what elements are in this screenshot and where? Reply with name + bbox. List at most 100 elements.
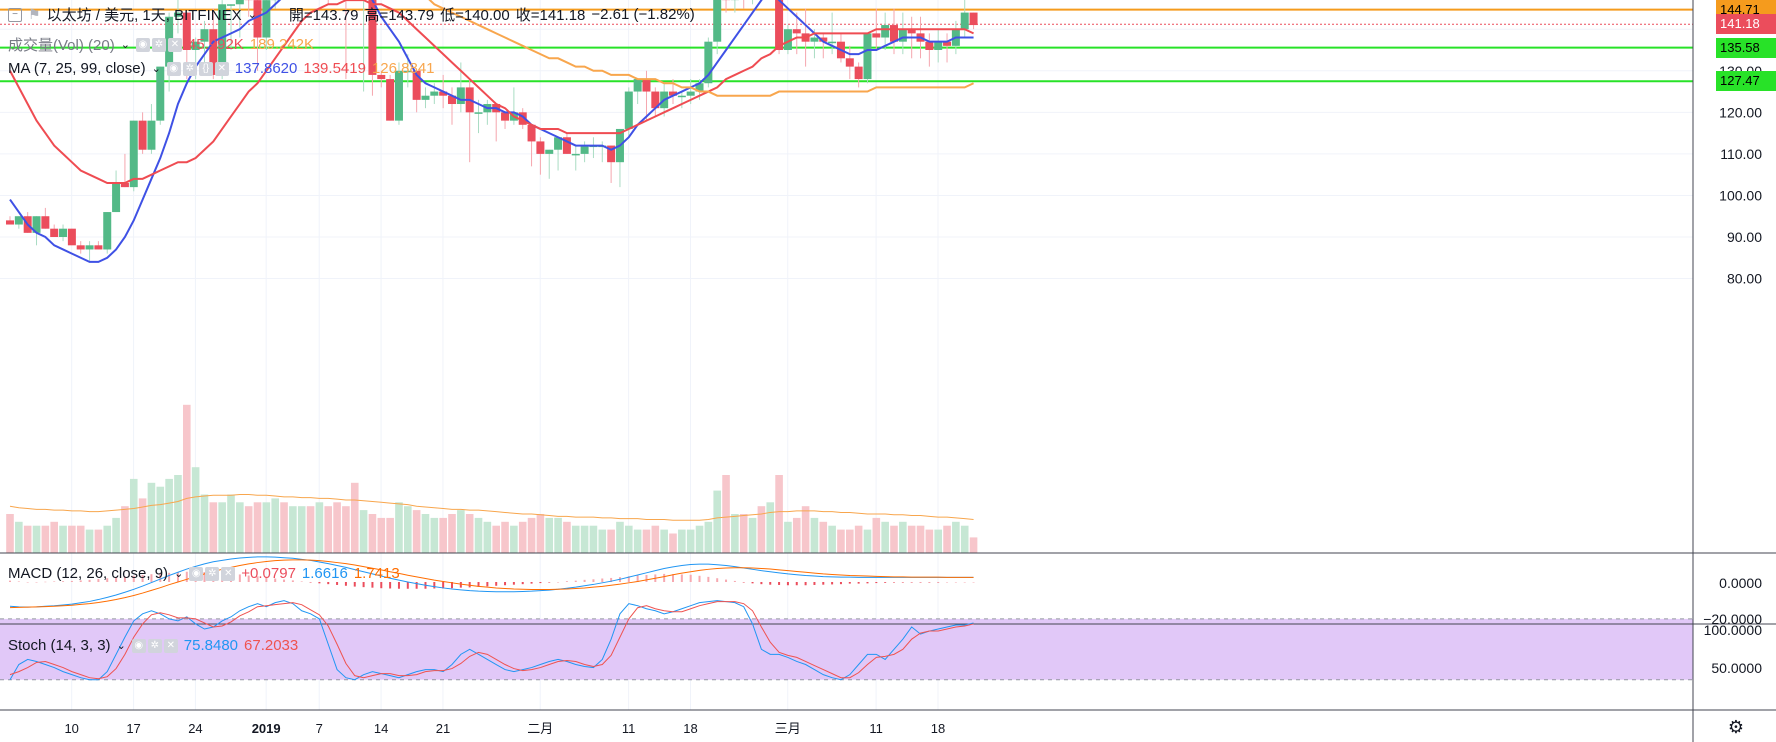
stoch-buttons[interactable]: ◉ ✲ ✕ [131,638,178,653]
candle-body[interactable] [448,95,456,105]
candle-body[interactable] [439,91,448,96]
gear-icon[interactable]: ✲ [147,638,162,653]
candle-body[interactable] [925,41,934,50]
candle-body[interactable] [501,112,510,121]
stoch-label[interactable]: Stoch (14, 3, 3) [8,637,111,654]
candle-body[interactable] [686,91,695,96]
candle-body[interactable] [235,0,244,5]
chevron-down-icon[interactable]: ⌄ [120,39,130,51]
candle-body[interactable] [554,137,563,150]
candle-body[interactable] [713,0,722,42]
candle-body[interactable] [775,0,784,50]
chevron-down-icon[interactable]: ⌄ [151,63,161,75]
candle-body[interactable] [200,29,209,42]
candle-body[interactable] [890,25,898,42]
symbol-title[interactable]: 以太坊 / 美元, 1天, BITFINEX [46,7,242,24]
candle-body[interactable] [368,0,377,75]
candle-body[interactable] [14,216,23,225]
candle-body[interactable] [854,66,863,80]
vol-buttons[interactable]: ◉ ✲ ✕ [135,37,182,52]
candle-body[interactable] [138,120,147,150]
candle-body[interactable] [642,79,651,92]
macd-buttons[interactable]: ◉ ✲ ✕ [189,566,236,581]
candle-body[interactable] [67,228,76,246]
candle-body[interactable] [50,228,59,237]
candle-body[interactable] [562,137,571,154]
candle-body[interactable] [624,91,633,129]
candle-body[interactable] [182,12,191,50]
close-icon[interactable]: ✕ [221,566,236,581]
candle-body[interactable] [129,120,138,188]
candle-body[interactable] [262,0,271,38]
candle-body[interactable] [633,79,642,92]
candle-body[interactable] [872,33,881,38]
eye-icon[interactable]: ◉ [189,566,204,581]
candle-body[interactable] [651,91,660,109]
candle-body[interactable] [792,29,801,34]
candle-body[interactable] [474,112,483,114]
settings-gear-icon[interactable]: ⚙ [1728,717,1744,737]
candle-body[interactable] [412,70,421,100]
eye-icon[interactable]: ◉ [166,61,181,76]
candle-body[interactable] [845,58,854,67]
candle-body[interactable] [253,0,262,38]
candle-body[interactable] [943,41,952,46]
candle-body[interactable] [863,33,872,80]
candle-body[interactable] [59,228,68,237]
candle-body[interactable] [218,4,227,75]
candle-body[interactable] [112,182,121,213]
flag-icon[interactable]: ⚑ [28,6,41,22]
close-icon[interactable]: ✕ [167,37,182,52]
candle-body[interactable] [394,70,403,121]
minus-square-icon[interactable]: − [8,7,22,22]
braces-icon[interactable]: {} [198,61,213,76]
candle-body[interactable] [41,216,50,229]
candle-body[interactable] [209,29,218,75]
candle-body[interactable] [536,141,545,154]
close-icon[interactable]: ✕ [214,61,229,76]
candle-body[interactable] [969,12,978,26]
candle-body[interactable] [191,41,200,50]
candle-body[interactable] [518,112,527,125]
candle-body[interactable] [783,29,792,50]
chevron-down-icon[interactable]: ⌄ [174,568,184,580]
candle-body[interactable] [607,145,616,163]
candle-body[interactable] [403,70,412,73]
chevron-down-icon[interactable]: ⌄ [247,9,257,21]
eye-icon[interactable]: ◉ [135,37,150,52]
candle-body[interactable] [227,4,235,6]
ma-buttons[interactable]: ◉ ✲{} ✕ [166,61,229,76]
candle-body[interactable] [695,83,704,92]
candle-body[interactable] [156,66,165,121]
gear-icon[interactable]: ✲ [182,61,197,76]
candle-body[interactable] [819,37,828,42]
candle-body[interactable] [377,74,386,80]
candle-body[interactable] [120,182,129,188]
close-icon[interactable]: ✕ [163,638,178,653]
candle-body[interactable] [881,25,890,38]
candle-body[interactable] [527,124,536,142]
candle-body[interactable] [677,95,686,98]
candle-body[interactable] [580,145,589,154]
gear-icon[interactable]: ✲ [151,37,166,52]
candle-body[interactable] [386,79,395,121]
candle-body[interactable] [103,212,112,250]
candle-body[interactable] [810,37,819,42]
eye-icon[interactable]: ◉ [131,638,146,653]
candle-body[interactable] [907,29,916,34]
candle-body[interactable] [571,153,580,156]
candle-body[interactable] [147,120,156,150]
candle-body[interactable] [32,216,41,233]
candle-body[interactable] [430,91,439,96]
candle-body[interactable] [704,41,713,84]
candle-body[interactable] [94,245,103,250]
candle-body[interactable] [545,149,554,154]
candle-body[interactable] [456,87,465,105]
gear-icon[interactable]: ✲ [205,566,220,581]
candle-body[interactable] [934,41,943,50]
chevron-down-icon[interactable]: ⌄ [116,640,126,652]
ma-label[interactable]: MA (7, 25, 99, close) [8,60,146,77]
candle-body[interactable] [421,95,430,100]
macd-label[interactable]: MACD (12, 26, close, 9) [8,565,169,582]
